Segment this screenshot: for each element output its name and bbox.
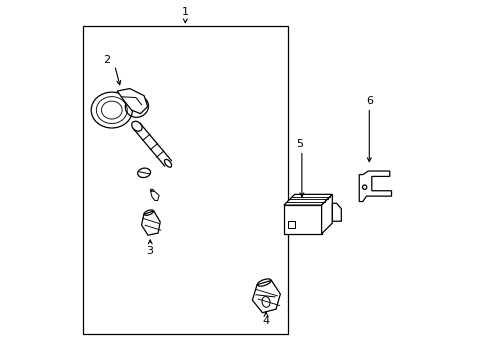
Polygon shape <box>117 89 147 114</box>
Bar <box>284 205 321 234</box>
Polygon shape <box>332 203 341 221</box>
Text: 5: 5 <box>296 139 303 149</box>
Bar <box>287 221 295 228</box>
Bar <box>83 26 287 334</box>
Ellipse shape <box>131 121 142 131</box>
Text: 4: 4 <box>262 316 269 326</box>
Polygon shape <box>284 194 332 205</box>
Text: 6: 6 <box>365 96 372 106</box>
Polygon shape <box>321 194 332 234</box>
Text: 2: 2 <box>102 55 110 65</box>
Text: 3: 3 <box>146 246 153 256</box>
Text: 1: 1 <box>182 7 188 17</box>
